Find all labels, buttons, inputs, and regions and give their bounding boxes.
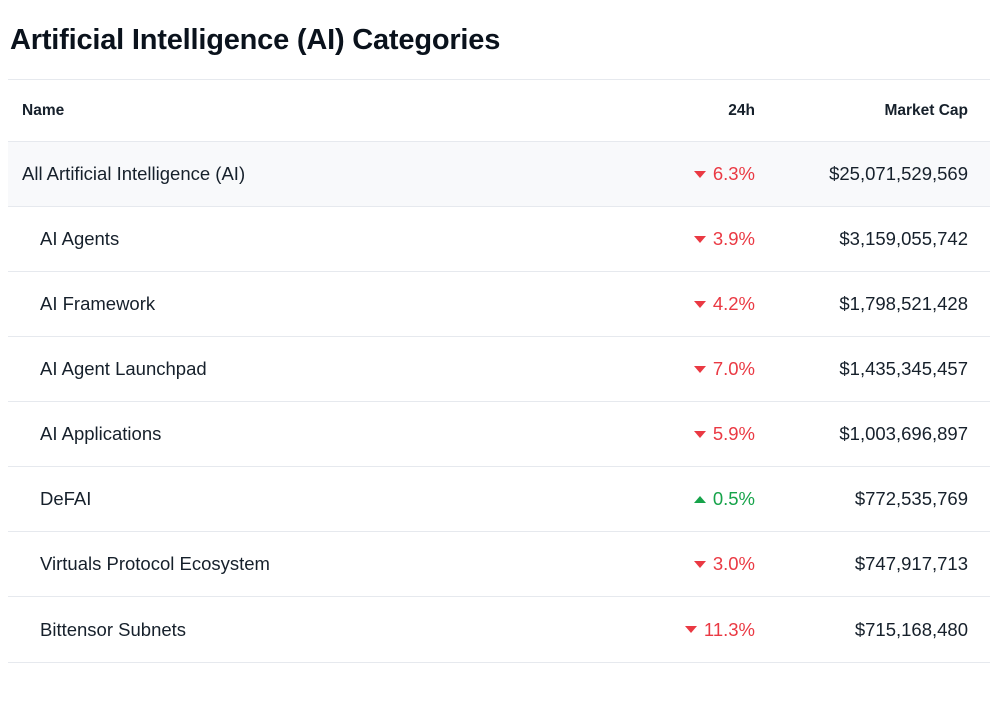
change-value: 6.3%	[712, 163, 755, 184]
category-name: Virtuals Protocol Ecosystem	[40, 553, 270, 574]
table-row[interactable]: AI Agent Launchpad 7.0% $1,435,345,457	[8, 337, 990, 402]
market-cap-value: $25,071,529,569	[829, 163, 968, 184]
table-row[interactable]: Virtuals Protocol Ecosystem 3.0% $747,91…	[8, 532, 990, 597]
change-cell: 3.0%	[635, 553, 755, 575]
market-cap-value: $1,003,696,897	[839, 423, 968, 444]
change-cell: 3.9%	[635, 228, 755, 250]
change-cell: 11.3%	[635, 619, 755, 641]
trend-arrow-icon	[693, 365, 706, 373]
trend-arrow-icon	[693, 235, 706, 243]
market-cap-value: $747,917,713	[854, 553, 968, 574]
trend-arrow-icon	[693, 430, 706, 438]
change-cell: 7.0%	[635, 358, 755, 380]
change-value: 11.3%	[703, 618, 755, 640]
trend-arrow-icon	[684, 626, 697, 633]
category-name: All Artificial Intelligence (AI)	[22, 163, 246, 184]
trend-arrow-icon	[693, 300, 706, 308]
category-name: AI Applications	[40, 423, 162, 444]
table-row[interactable]: AI Agents 3.9% $3,159,055,742	[8, 207, 990, 272]
change-value: 3.9%	[712, 228, 755, 249]
market-cap-value: $3,159,055,742	[839, 228, 968, 249]
market-cap-value: $715,168,480	[854, 618, 968, 640]
table-row[interactable]: DeFAI 0.5% $772,535,769	[8, 467, 990, 532]
change-value: 3.0%	[712, 553, 755, 574]
change-value: 7.0%	[712, 358, 755, 379]
category-name: AI Agent Launchpad	[40, 358, 207, 379]
trend-arrow-icon	[693, 170, 706, 178]
header-name[interactable]: Name	[22, 101, 65, 119]
trend-arrow-icon	[693, 495, 706, 503]
market-cap-value: $1,798,521,428	[839, 293, 968, 314]
page-container: Artificial Intelligence (AI) Categories …	[8, 24, 990, 663]
table-row[interactable]: Bittensor Subnets 11.3% $715,168,480	[8, 597, 990, 662]
table-row[interactable]: All Artificial Intelligence (AI) 6.3% $2…	[8, 142, 990, 207]
category-name: DeFAI	[40, 488, 92, 509]
change-cell: 5.9%	[635, 423, 755, 445]
header-market-cap[interactable]: Market Cap	[884, 101, 968, 119]
change-value: 4.2%	[712, 293, 755, 314]
change-cell: 0.5%	[635, 488, 755, 510]
change-cell: 4.2%	[635, 293, 755, 315]
page-title: Artificial Intelligence (AI) Categories	[10, 24, 501, 56]
table-row[interactable]: AI Framework 4.2% $1,798,521,428	[8, 272, 990, 337]
table-header-row: Name 24h Market Cap	[8, 80, 990, 142]
category-name: Bittensor Subnets	[40, 618, 187, 640]
category-name: AI Framework	[40, 293, 156, 314]
market-cap-value: $772,535,769	[854, 488, 968, 509]
categories-table: Name 24h Market Cap All Artificial Intel…	[8, 79, 990, 663]
change-value: 0.5%	[712, 488, 755, 509]
header-24h[interactable]: 24h	[728, 101, 755, 119]
market-cap-value: $1,435,345,457	[839, 358, 968, 379]
change-cell: 6.3%	[635, 163, 755, 185]
change-value: 5.9%	[712, 423, 755, 444]
trend-arrow-icon	[693, 560, 706, 568]
category-name: AI Agents	[40, 228, 120, 249]
table-row[interactable]: AI Applications 5.9% $1,003,696,897	[8, 402, 990, 467]
